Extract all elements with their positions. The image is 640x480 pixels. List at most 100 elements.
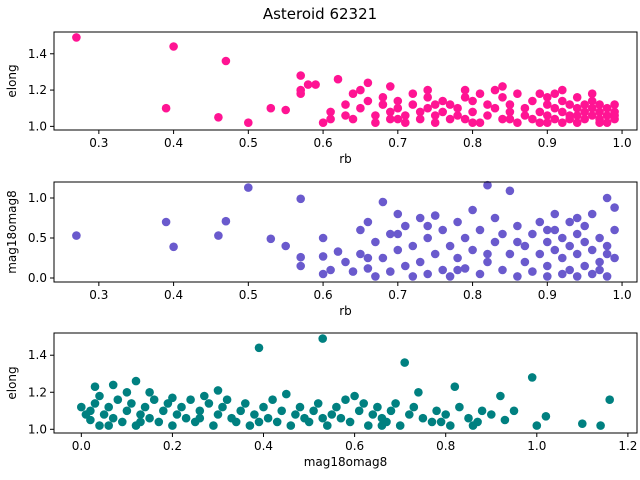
data-point bbox=[386, 114, 395, 124]
data-point bbox=[505, 114, 515, 124]
data-point bbox=[90, 382, 100, 392]
y-axis-label: elong bbox=[5, 366, 19, 399]
data-point bbox=[550, 245, 560, 255]
data-point bbox=[430, 100, 440, 109]
data-point bbox=[475, 269, 485, 279]
data-point bbox=[565, 100, 574, 109]
y-tick-label: 1.0 bbox=[28, 119, 47, 133]
y-tick-label: 0.0 bbox=[28, 271, 47, 285]
x-tick-label: 1.0 bbox=[527, 439, 546, 453]
data-point bbox=[505, 107, 515, 117]
data-point bbox=[371, 237, 380, 247]
data-point bbox=[140, 402, 150, 412]
data-point bbox=[326, 114, 335, 124]
data-point bbox=[587, 245, 597, 255]
x-tick-label: 0.5 bbox=[239, 288, 258, 302]
data-point bbox=[587, 96, 597, 106]
data-point bbox=[341, 257, 350, 267]
data-point bbox=[528, 114, 537, 124]
data-point bbox=[423, 221, 433, 231]
data-point bbox=[303, 80, 313, 89]
data-point bbox=[550, 225, 560, 235]
subplot-2: 0.3 0.4 0.5 0.6 0.7 0.8 0.9 1.0 0.0 0.5 1.0 rb mag18… bbox=[5, 180, 638, 318]
data-point bbox=[490, 237, 500, 247]
data-point bbox=[543, 261, 552, 271]
data-point bbox=[438, 225, 448, 235]
y-tick-label: 1.0 bbox=[28, 191, 47, 205]
data-point bbox=[610, 253, 619, 263]
x-tick-label: 0.9 bbox=[538, 136, 557, 150]
data-point bbox=[204, 399, 214, 408]
data-point bbox=[580, 221, 589, 231]
data-point bbox=[401, 111, 410, 120]
data-point bbox=[595, 265, 604, 275]
data-point bbox=[445, 241, 455, 251]
data-point bbox=[587, 111, 597, 120]
data-point bbox=[513, 221, 522, 231]
data-point bbox=[490, 103, 500, 113]
y-axis-label: elong bbox=[5, 64, 19, 97]
data-point bbox=[272, 417, 282, 427]
data-point bbox=[543, 272, 552, 281]
data-point bbox=[131, 376, 141, 386]
data-point bbox=[610, 100, 619, 109]
data-point bbox=[99, 410, 109, 419]
data-point bbox=[436, 417, 446, 427]
data-point bbox=[535, 249, 545, 259]
data-point bbox=[513, 237, 522, 247]
data-point bbox=[77, 402, 86, 412]
data-point bbox=[423, 93, 433, 102]
axes-frame bbox=[53, 31, 638, 131]
data-point bbox=[95, 421, 104, 430]
data-point bbox=[445, 100, 455, 109]
data-point bbox=[430, 211, 440, 220]
data-point bbox=[460, 114, 470, 124]
data-point bbox=[291, 410, 300, 419]
data-point bbox=[214, 231, 223, 240]
data-point bbox=[400, 358, 410, 367]
data-point bbox=[580, 107, 589, 117]
data-point bbox=[259, 402, 268, 412]
data-point bbox=[578, 419, 587, 429]
x-tick-label: 0.6 bbox=[314, 136, 333, 150]
data-point bbox=[550, 114, 560, 124]
data-point bbox=[572, 111, 582, 120]
data-point bbox=[558, 233, 567, 243]
data-point bbox=[127, 399, 136, 408]
data-point bbox=[244, 183, 253, 192]
data-point bbox=[605, 395, 614, 405]
data-point bbox=[393, 209, 403, 219]
data-point bbox=[326, 265, 335, 275]
data-point bbox=[528, 267, 537, 276]
data-point bbox=[430, 118, 440, 127]
data-point bbox=[393, 229, 403, 239]
data-point bbox=[254, 343, 264, 353]
data-point bbox=[543, 118, 552, 127]
data-point bbox=[113, 395, 123, 405]
data-point bbox=[490, 85, 500, 95]
data-point bbox=[450, 382, 460, 392]
data-point bbox=[596, 421, 605, 430]
data-point bbox=[363, 264, 373, 273]
data-point bbox=[393, 103, 403, 113]
data-point bbox=[136, 410, 145, 419]
data-point bbox=[595, 107, 604, 117]
data-point bbox=[580, 261, 589, 271]
data-point bbox=[221, 56, 231, 66]
data-point bbox=[464, 413, 473, 423]
data-point bbox=[318, 413, 328, 423]
data-point bbox=[104, 402, 113, 412]
data-point bbox=[356, 85, 365, 95]
data-point bbox=[309, 406, 318, 416]
x-tick-label: 0.9 bbox=[538, 288, 557, 302]
data-point bbox=[453, 111, 462, 120]
data-point bbox=[455, 402, 464, 412]
x-tick-label: 0.3 bbox=[89, 136, 108, 150]
data-point bbox=[318, 269, 328, 279]
data-point bbox=[430, 249, 440, 259]
data-point bbox=[513, 89, 522, 98]
data-point bbox=[348, 267, 358, 276]
x-tick-label: 1.2 bbox=[618, 439, 637, 453]
data-point bbox=[108, 380, 118, 390]
data-point bbox=[423, 269, 433, 279]
